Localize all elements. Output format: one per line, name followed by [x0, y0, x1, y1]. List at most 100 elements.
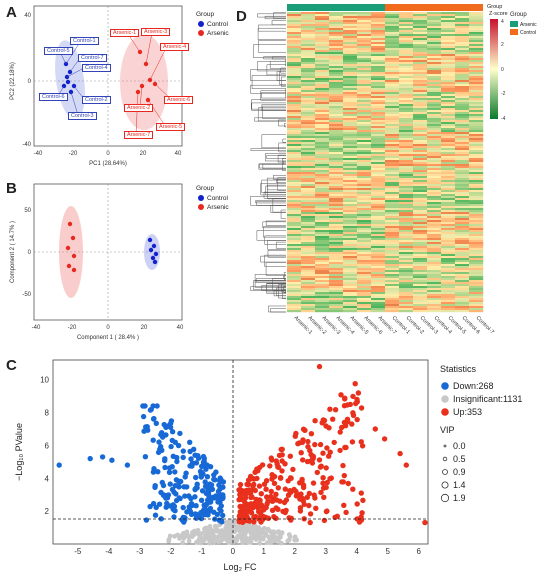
dendrogram-branch: [261, 104, 286, 111]
heatmap-cell: [287, 282, 302, 285]
heatmap-cell: [371, 52, 386, 55]
heatmap-cell: [301, 56, 316, 59]
volcano-point: [150, 500, 157, 507]
heatmap-cell: [301, 52, 316, 55]
heatmap-cell: [455, 206, 470, 209]
heatmap-cell: [413, 36, 428, 39]
heatmap-cell: [287, 34, 302, 37]
heatmap-cell: [315, 78, 330, 81]
heatmap-cell: [301, 288, 316, 291]
volcano-point: [180, 448, 186, 454]
volcano-point: [200, 459, 207, 465]
heatmap-cell: [287, 306, 302, 309]
heatmap-legend-arsenic: Arsenic: [520, 22, 537, 28]
dendrogram-branch: [250, 84, 286, 94]
heatmap-cell: [385, 204, 400, 207]
heatmap-cell: [343, 150, 358, 153]
heatmap-cell: [469, 292, 484, 295]
heatmap-cell: [301, 160, 316, 163]
dendrogram-branch: [284, 123, 286, 128]
volcano-point: [308, 431, 315, 437]
heatmap-cell: [469, 42, 484, 45]
heatmap-cell: [371, 180, 386, 183]
heatmap-cell: [441, 206, 456, 209]
heatmap-cell: [469, 170, 484, 173]
heatmap-cell: [287, 220, 302, 223]
heatmap-cell: [343, 290, 358, 293]
heatmap-cell: [385, 278, 400, 281]
volcano-point: [155, 469, 161, 475]
heatmap-cell: [371, 270, 386, 273]
heatmap-cell: [343, 232, 358, 235]
heatmap-cell: [469, 220, 484, 223]
heatmap-cell: [357, 224, 372, 227]
heatmap-cell: [343, 158, 358, 161]
heatmap-cell: [399, 284, 414, 287]
heatmap-cell: [287, 120, 302, 123]
heatmap-cell: [399, 228, 414, 231]
heatmap-cell: [385, 154, 400, 157]
heatmap-cell: [357, 210, 372, 213]
heatmap-cell: [469, 158, 484, 161]
heatmap-cell: [301, 302, 316, 305]
heatmap-cell: [455, 218, 470, 221]
heatmap-cell: [329, 38, 344, 41]
dendrogram-branch: [259, 164, 286, 169]
heatmap-cell: [427, 60, 442, 63]
volcano-point: [193, 515, 199, 521]
heatmap-cell: [413, 118, 428, 121]
heatmap-cell: [343, 254, 358, 257]
volcano-point: [244, 481, 250, 487]
volcano-point: [277, 475, 284, 481]
heatmap-cell: [385, 192, 400, 195]
volcano-point: [268, 493, 274, 500]
heatmap-cell: [385, 246, 400, 249]
heatmap-cell: [413, 170, 428, 173]
volcano-point: [337, 447, 343, 454]
heatmap-cell: [301, 284, 316, 287]
heatmap-cell: [441, 238, 456, 241]
heatmap-cell: [343, 120, 358, 123]
heatmap-cell: [301, 38, 316, 41]
volcano-xtick: -1: [198, 547, 206, 556]
volcano-point: [140, 413, 147, 420]
heatmap-cell: [427, 182, 442, 185]
heatmap-cell: [455, 48, 470, 51]
heatmap-cell: [427, 66, 442, 69]
heatmap-cell: [385, 100, 400, 103]
heatmap-cell: [357, 250, 372, 253]
heatmap-cell: [385, 76, 400, 79]
heatmap-cell: [441, 168, 456, 171]
heatmap-cell: [441, 62, 456, 65]
heatmap-cell: [399, 202, 414, 205]
heatmap-cell: [329, 206, 344, 209]
dendrogram-branch: [268, 305, 286, 313]
heatmap-cell: [469, 140, 484, 143]
heatmap-cell: [301, 20, 316, 23]
heatmap-cell: [329, 202, 344, 205]
volcano-point: [189, 501, 195, 507]
heatmap-cell: [287, 68, 302, 71]
heatmap-cell: [371, 166, 386, 169]
volcano-point: [285, 538, 291, 544]
heatmap-cell: [399, 130, 414, 133]
heatmap-cell: [301, 214, 316, 217]
panel-label-d: D: [236, 8, 247, 25]
heatmap-cell: [427, 266, 442, 269]
heatmap-cell: [301, 254, 316, 257]
heatmap-cell: [357, 58, 372, 61]
heatmap-cell: [399, 278, 414, 281]
heatmap-cell: [343, 310, 358, 313]
dendrogram-branch: [254, 280, 286, 283]
heatmap-cell: [301, 128, 316, 131]
heatmap-cell: [315, 108, 330, 111]
heatmap-cell: [441, 294, 456, 297]
heatmap-cell: [315, 284, 330, 287]
heatmap-cell: [385, 146, 400, 149]
heatmap-cell: [385, 258, 400, 261]
heatmap-cell: [329, 96, 344, 99]
heatmap-cell: [371, 74, 386, 77]
heatmap-cell: [287, 166, 302, 169]
heatmap-cell: [315, 136, 330, 139]
heatmap-cell: [357, 16, 372, 19]
